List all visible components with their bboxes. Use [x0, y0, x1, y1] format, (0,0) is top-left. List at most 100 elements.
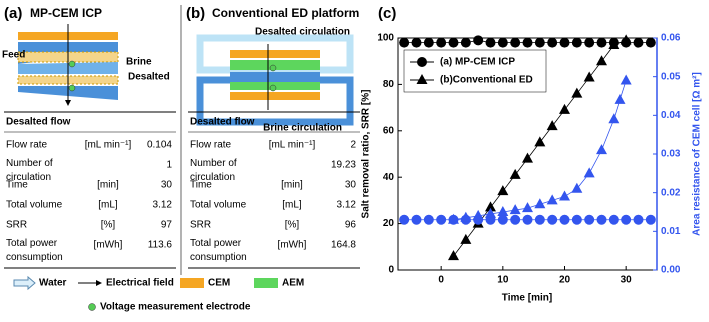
legend-label: Voltage measurement electrode: [100, 302, 251, 313]
table-cell: [min]: [281, 180, 303, 191]
data-point: [614, 93, 626, 104]
x-tick-label: 0: [438, 275, 444, 286]
data-point: [608, 214, 619, 225]
data-point: [571, 214, 582, 225]
data-point: [460, 211, 472, 222]
data-point: [546, 120, 558, 131]
table-cell: SRR: [190, 220, 211, 231]
data-point: [473, 35, 484, 46]
panel-label: (b): [186, 5, 205, 22]
legend-box: [403, 49, 547, 93]
y-tick-label: 20: [383, 218, 395, 229]
legend-icons: [13, 275, 278, 311]
data-point: [559, 214, 570, 225]
data-point: [485, 207, 496, 218]
y2-tick-label: 0.01: [661, 226, 681, 237]
y2-tick-label: 0.02: [661, 187, 681, 198]
data-point: [571, 87, 583, 98]
data-point: [460, 37, 471, 48]
data-point: [522, 202, 533, 213]
table-cell: 3.12: [337, 200, 357, 211]
data-point: [534, 37, 545, 48]
data-point: [645, 214, 656, 225]
x-tick-label: 20: [559, 275, 571, 286]
data-point: [583, 71, 595, 82]
legend-label: (a) MP-CEM ICP: [440, 57, 515, 68]
table-cell: Number of circulation: [190, 158, 237, 183]
series-line: [453, 80, 627, 221]
table-cell: 30: [345, 180, 357, 191]
table-cell: 3.12: [153, 200, 173, 211]
data-point: [411, 37, 422, 48]
legend-label: Water: [39, 278, 67, 289]
label: Desalted: [128, 72, 170, 83]
data-point: [448, 37, 459, 48]
diagram-b: [180, 5, 354, 275]
table-cell: [%]: [285, 220, 300, 231]
data-point: [584, 214, 595, 225]
data-point: [621, 214, 632, 225]
legend-label: Electrical field: [106, 278, 174, 289]
data-point: [460, 233, 472, 244]
x-axis-label: Time [min]: [502, 293, 552, 304]
data-point: [534, 214, 545, 225]
y2-tick-label: 0.03: [661, 149, 681, 160]
table-cell: Total volume: [190, 200, 247, 211]
y-tick-label: 0: [388, 265, 394, 276]
x-tick-label: 10: [497, 275, 509, 286]
table-cell: [mL]: [98, 200, 118, 211]
data-point: [522, 37, 533, 48]
table-cell: 19.23: [331, 160, 356, 171]
data-point: [522, 214, 533, 225]
panel-label: (a): [4, 5, 22, 22]
label: Brine: [126, 57, 152, 68]
table-cell: 96: [345, 220, 357, 231]
legend-marker: [416, 74, 428, 84]
table-cell: [mL min⁻¹]: [85, 140, 132, 151]
data-point: [596, 55, 607, 66]
x-tick-label: 30: [621, 275, 633, 286]
data-point: [436, 214, 447, 225]
label: Desalted circulation: [255, 27, 350, 38]
data-point: [448, 213, 459, 224]
data-point: [509, 168, 521, 179]
data-point: [411, 214, 422, 225]
panel-title: Conventional ED platform: [212, 6, 359, 20]
data-point: [497, 214, 508, 225]
data-point: [633, 37, 644, 48]
data-point: [497, 206, 509, 216]
y2-tick-label: 0.05: [661, 71, 681, 82]
data-point: [399, 37, 410, 48]
table-cell: SRR: [6, 220, 27, 231]
data-point: [497, 37, 508, 48]
table-cell: Flow rate: [6, 140, 48, 151]
y-tick-label: 40: [383, 172, 395, 183]
data-point: [596, 144, 607, 155]
label: Feed: [2, 50, 25, 61]
table-cell: [min]: [97, 180, 119, 191]
data-point: [534, 136, 546, 147]
table-cell: 97: [161, 220, 173, 231]
y-tick-label: 60: [383, 125, 395, 136]
data-point: [497, 185, 509, 196]
table-cell: [mWh]: [278, 240, 307, 251]
table-cell: 0.104: [147, 140, 172, 151]
table-cell: [mWh]: [94, 240, 123, 251]
data-point: [633, 214, 644, 225]
data-point: [485, 37, 496, 48]
data-point: [485, 201, 496, 212]
data-point: [584, 37, 595, 48]
y2-axis-label: Area resistance of CEM cell [Ω m²]: [692, 72, 703, 236]
data-point: [583, 167, 595, 178]
diagram-a: [17, 24, 119, 106]
data-point: [399, 214, 410, 225]
data-point: [472, 209, 484, 220]
data-point: [608, 113, 620, 124]
data-point: [509, 204, 521, 215]
data-point: [559, 37, 570, 48]
legend-label: (b)Conventional ED: [440, 75, 533, 86]
data-point: [423, 214, 434, 225]
y2-tick-label: 0.00: [661, 265, 681, 276]
table-header: Desalted flow: [190, 117, 255, 128]
